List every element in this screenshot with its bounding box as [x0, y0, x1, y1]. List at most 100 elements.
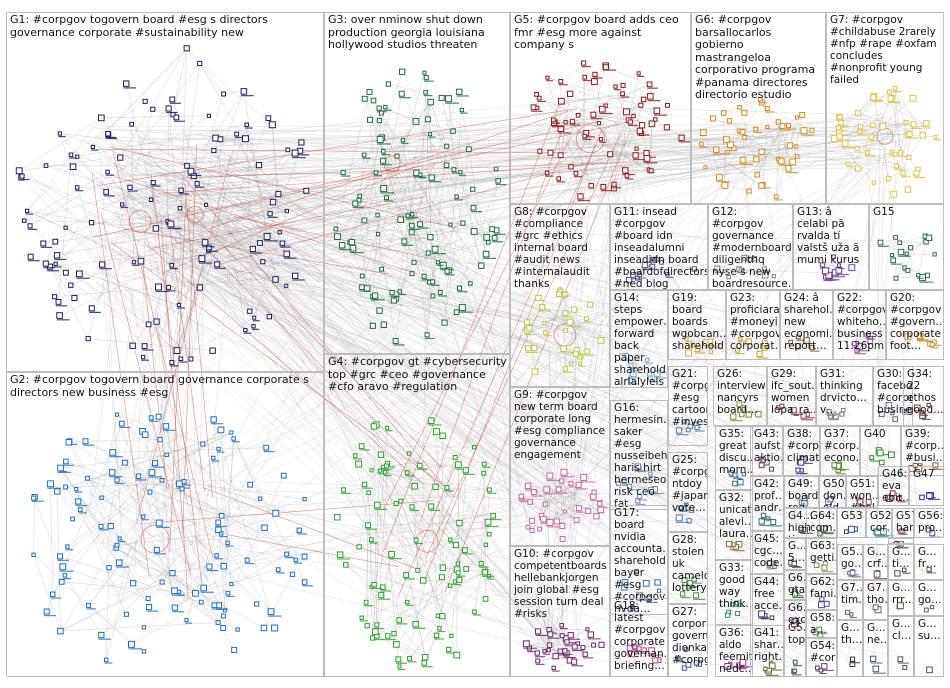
- node-g1: [57, 131, 62, 136]
- edge: [72, 166, 157, 229]
- node-g1: [150, 106, 156, 112]
- node-g2: [171, 587, 178, 595]
- node-g3: [478, 262, 485, 269]
- edge: [402, 133, 431, 141]
- node-g2: [220, 625, 227, 631]
- edge-inter: [230, 275, 754, 346]
- group-box-g23: G23: proficiara #moneyi… #corpgov corpor…: [726, 290, 780, 360]
- edge-inter: [156, 267, 805, 503]
- edge-inter: [116, 154, 890, 226]
- node-g1: [275, 191, 282, 198]
- node-g2: [184, 618, 189, 623]
- node-g4: [374, 501, 381, 509]
- edge: [213, 419, 275, 629]
- node-g3: [376, 136, 384, 143]
- edge: [844, 95, 875, 144]
- node-g1: [120, 202, 125, 207]
- edge-inter: [108, 134, 820, 531]
- group-box-g16: G16: hermesin… saker #esg nusseibeh hari…: [610, 400, 668, 510]
- node-g4: [395, 656, 402, 663]
- node-g3: [427, 98, 434, 106]
- edge-inter: [219, 103, 562, 495]
- node-g2: [284, 551, 290, 557]
- node-g2: [152, 460, 158, 467]
- edge: [539, 97, 600, 124]
- node-g3: [380, 185, 388, 192]
- node-g4: [484, 518, 492, 526]
- edge: [79, 273, 145, 347]
- group-label-g6: G6: #corpgov barsallocarlos gobierno mas…: [695, 13, 819, 101]
- edge: [144, 142, 302, 347]
- edge: [131, 124, 255, 318]
- node-g4: [481, 470, 487, 476]
- group-box-g63: G63: getti…: [806, 538, 837, 574]
- edge: [149, 491, 224, 567]
- node-g4: [486, 531, 492, 537]
- group-box-g29: G29: ifc_sout… women lopa_ra…: [767, 366, 816, 426]
- edge: [782, 126, 789, 169]
- edge-inter: [146, 204, 560, 645]
- group-box-g28: G28: stolen uk camelot lottery…: [668, 532, 708, 604]
- node-g4: [393, 641, 400, 648]
- edge: [456, 473, 484, 570]
- node-g1: [214, 261, 221, 268]
- edge-inter: [238, 126, 902, 169]
- node-g1: [242, 135, 249, 143]
- edge: [112, 472, 272, 612]
- node-g4: [334, 514, 341, 521]
- edge-inter: [214, 131, 863, 153]
- edge: [383, 93, 402, 189]
- edge-inter: [211, 237, 766, 669]
- edge: [376, 635, 425, 664]
- node-g3: [454, 194, 459, 199]
- group-label-g38: G38: #corp… climat…: [787, 428, 820, 464]
- edge-inter: [238, 146, 737, 663]
- edge: [521, 498, 533, 531]
- edge: [340, 539, 451, 555]
- group-label-g71: G… ne…: [867, 622, 887, 646]
- node-g3: [409, 212, 415, 217]
- group-box-g4: G4: #corpgov gt #cybersecurity top #grc …: [324, 354, 510, 677]
- edge-inter: [125, 121, 745, 225]
- edge: [30, 256, 191, 360]
- edge: [373, 426, 377, 636]
- edge-inter: [115, 241, 923, 345]
- edge-inter: [159, 235, 819, 631]
- edge: [88, 338, 213, 351]
- group-label-g63: G63: getti…: [810, 540, 836, 564]
- node-g3: [453, 309, 460, 315]
- node-g3: [486, 240, 491, 245]
- edge-inter: [110, 144, 883, 176]
- edge-inter: [191, 158, 889, 411]
- edge-inter: [152, 154, 384, 600]
- node-g1: [90, 144, 95, 150]
- edge-inter: [129, 332, 548, 524]
- edge-inter: [207, 142, 875, 611]
- group-box-g56: G56: pro…: [914, 508, 944, 538]
- node-g4: [481, 569, 489, 576]
- node-g2: [301, 579, 308, 585]
- edge: [33, 554, 61, 632]
- node-g4: [378, 592, 385, 599]
- node-g3: [361, 95, 368, 102]
- edge-inter: [187, 135, 932, 498]
- node-g1: [265, 115, 272, 122]
- edge-inter: [427, 257, 564, 652]
- edge-inter: [95, 116, 892, 179]
- node-g3: [445, 95, 453, 103]
- edge-inter: [140, 533, 899, 657]
- node-g2: [164, 452, 169, 458]
- group-label-g1: G1: #corpgov togovern board #esg s direc…: [10, 13, 272, 39]
- group-label-g41: G41: shar… right…: [754, 627, 783, 663]
- edge: [867, 152, 917, 174]
- node-g2: [109, 449, 116, 456]
- node-g1: [268, 121, 276, 129]
- edge: [165, 426, 180, 484]
- edge: [220, 533, 225, 567]
- edge: [550, 115, 634, 153]
- group-label-g8: G8: #corpgov #compliance #grc #ethics in…: [514, 206, 594, 290]
- node-g3: [417, 221, 424, 228]
- edge-inter: [100, 211, 192, 576]
- edge: [217, 210, 287, 265]
